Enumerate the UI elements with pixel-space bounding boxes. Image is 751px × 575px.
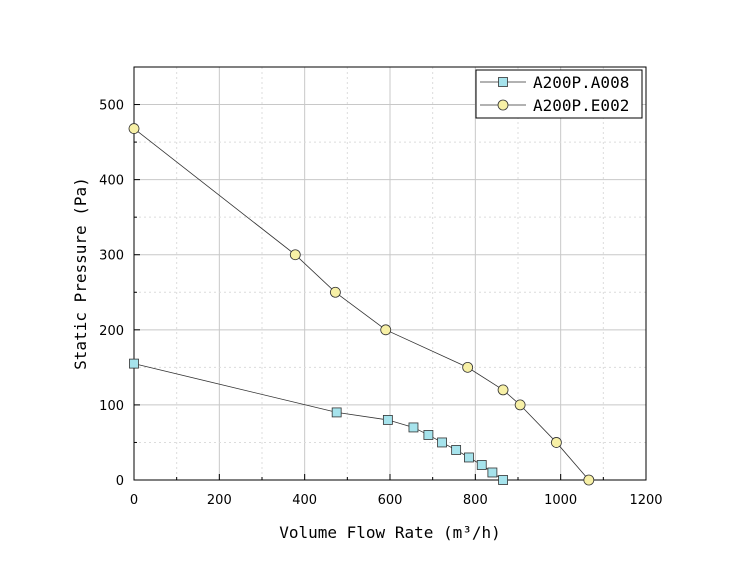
axis-ticks: 0 200 400 600 800 1000 1200 0 100 200 300 400 500 <box>99 99 662 508</box>
data-point-square <box>437 437 447 448</box>
y-axis-label: Static Pressure (Pa) <box>71 177 90 370</box>
data-point-square <box>382 415 393 425</box>
data-point-square <box>451 445 462 455</box>
x-tick-label: 400 <box>292 493 317 508</box>
data-point-circle <box>128 123 140 134</box>
data-point-circle <box>462 361 474 373</box>
x-axis-label: Volume Flow Rate (m³/h) <box>279 523 501 542</box>
y-tick-label: 100 <box>99 399 124 414</box>
x-tick-label: 800 <box>463 493 488 508</box>
y-tick-label: 0 <box>116 474 124 489</box>
data-point-square <box>464 452 474 463</box>
legend-marker-circle <box>497 99 509 111</box>
legend-marker-square <box>498 77 508 87</box>
data-point-square <box>331 407 342 418</box>
series <box>128 123 595 486</box>
series-line <box>133 363 504 481</box>
y-tick-label: 500 <box>99 99 124 114</box>
grid <box>134 67 646 480</box>
data-point-square <box>423 430 434 440</box>
data-point-square <box>476 460 487 470</box>
x-tick-label: 0 <box>130 493 138 508</box>
x-tick-label: 600 <box>378 493 403 508</box>
data-point-circle <box>583 474 595 486</box>
data-point-circle <box>551 437 562 448</box>
x-tick-label: 1200 <box>629 493 662 508</box>
data-point-square <box>498 475 508 485</box>
data-point-square <box>487 467 498 478</box>
x-tick-label: 1000 <box>544 493 577 508</box>
y-tick-label: 400 <box>99 174 124 189</box>
y-tick-label: 200 <box>99 324 124 339</box>
legend-label: A200P.E002 <box>533 96 629 115</box>
data-point-circle <box>514 399 526 411</box>
legend-label: A200P.A008 <box>533 73 629 92</box>
data-point-square <box>129 358 139 369</box>
data-point-circle <box>380 324 392 336</box>
data-point-square <box>408 422 419 433</box>
x-tick-label: 200 <box>207 493 232 508</box>
data-point-circle <box>329 286 341 298</box>
y-tick-label: 300 <box>99 249 124 264</box>
data-point-circle <box>289 249 301 261</box>
data-point-circle <box>497 384 509 396</box>
series-line <box>133 128 590 481</box>
legend: A200P.A008 A200P.E002 <box>475 69 643 119</box>
